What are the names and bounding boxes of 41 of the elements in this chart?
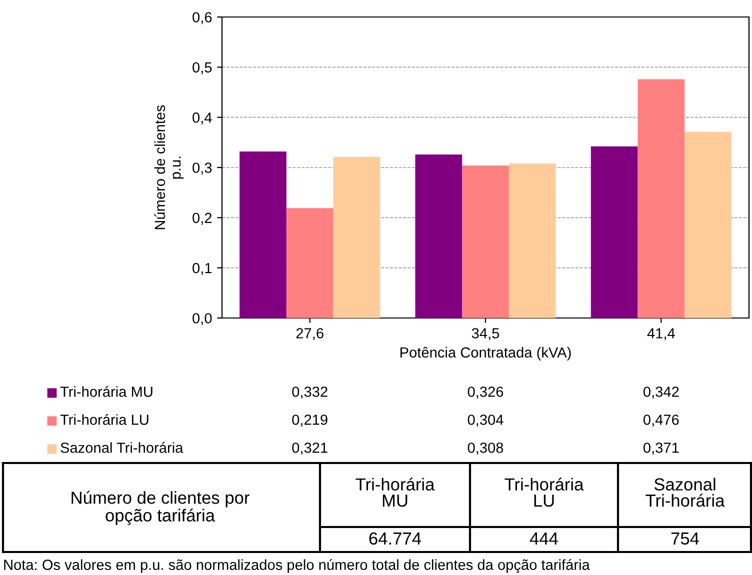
bar: [462, 165, 509, 318]
y-tick-label: 0,0: [192, 313, 212, 326]
data-label: 0,304: [468, 414, 504, 427]
y-tick-label: 0,3: [192, 162, 212, 175]
text: Tri-horária MU: [356, 478, 435, 507]
text: Número de clientes por opção tarifária: [72, 490, 250, 526]
legend-label: Tri-horária MU: [60, 386, 152, 397]
y-axis-title: Número de clientes p.u.: [154, 105, 184, 230]
y-tick-label: 0,1: [192, 262, 212, 275]
data-label: 0,371: [643, 442, 679, 455]
bar: [684, 132, 732, 318]
bar: [415, 154, 462, 318]
x-tick-label: 41,4: [647, 328, 675, 340]
x-tick-label: 34,5: [472, 328, 500, 340]
text: Nota: Os valores em p.u. são normalizados pelo número total de clientes da opção tarifária: [4, 559, 590, 573]
bar: [508, 163, 556, 318]
legend-label: Tri-horária LU: [60, 414, 148, 425]
text: Sazonal Tri-horária: [646, 478, 725, 507]
bar: [240, 151, 286, 318]
text: 754: [671, 532, 699, 545]
bar: [286, 208, 334, 318]
bar: [638, 79, 685, 318]
y-tick-label: 0,6: [192, 12, 212, 24]
x-tick-label: 27,6: [296, 328, 324, 340]
legend-label: Sazonal Tri-horária: [60, 442, 184, 453]
text: Tri-horária LU: [504, 478, 584, 507]
data-label: 0,476: [643, 414, 679, 427]
data-label: 0,219: [292, 414, 328, 427]
y-tick-label: 0,5: [192, 62, 212, 74]
text: 444: [530, 532, 558, 544]
data-label: 0,326: [468, 386, 504, 399]
bar: [590, 146, 638, 318]
bar: [333, 156, 380, 318]
data-label: 0,332: [292, 386, 328, 399]
y-tick-label: 0,4: [192, 112, 212, 124]
data-label: 0,308: [468, 442, 504, 455]
y-tick-label: 0,2: [192, 212, 212, 225]
data-label: 0,342: [643, 386, 679, 399]
x-axis-title: Potência Contratada (kVA): [400, 346, 571, 360]
text: 64.774: [369, 532, 422, 545]
data-label: 0,321: [292, 442, 328, 455]
